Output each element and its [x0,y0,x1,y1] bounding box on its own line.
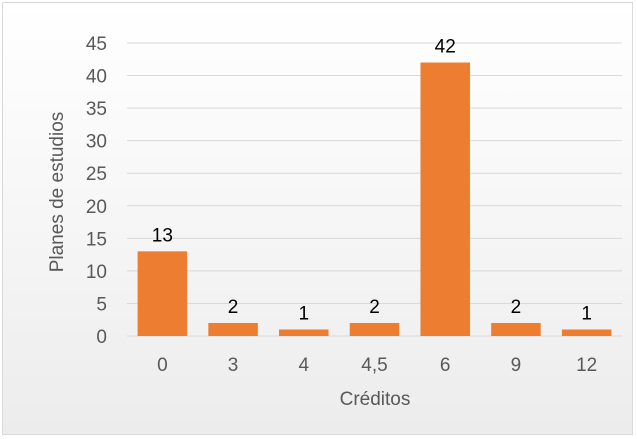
data-label: 2 [511,297,522,318]
y-tick-label: 45 [86,34,107,55]
y-tick-label: 0 [96,327,107,348]
bar [491,322,541,336]
x-tick-label: 4,5 [361,355,387,376]
bar [279,329,329,336]
x-tick-label: 9 [511,355,522,376]
x-tick-label: 4 [298,355,309,376]
data-label: 1 [581,303,592,324]
x-tick-label: 3 [228,355,239,376]
data-labels: 13 2 1 2 42 2 1 [152,37,592,325]
x-tick-label: 6 [440,355,451,376]
bar [208,322,258,336]
data-label: 13 [152,225,173,246]
y-axis-title: Planes de estudios [47,112,68,273]
data-label: 1 [298,303,309,324]
y-tick-label: 30 [86,132,107,153]
x-axis-tick-labels: 0 3 4 4,5 6 9 12 [157,355,597,376]
y-tick-label: 25 [86,164,107,185]
data-label: 2 [369,297,380,318]
data-label: 2 [228,297,239,318]
y-tick-label: 10 [86,262,107,283]
y-tick-label: 35 [86,99,107,120]
y-tick-label: 40 [86,67,107,88]
data-label: 42 [435,37,456,58]
y-tick-label: 20 [86,197,107,218]
y-tick-label: 5 [96,294,107,315]
bar [420,62,470,337]
x-tick-label: 12 [576,355,597,376]
chart-area [2,2,633,435]
bar [349,322,400,336]
bar [137,251,188,336]
bars [137,62,612,337]
gridlines [127,42,622,337]
y-axis-tick-labels: 0 5 10 15 20 25 30 35 40 45 [86,34,107,348]
x-tick-label: 0 [157,355,168,376]
bar [561,329,612,336]
x-axis-title: Créditos [340,389,411,410]
y-tick-label: 15 [86,229,107,250]
